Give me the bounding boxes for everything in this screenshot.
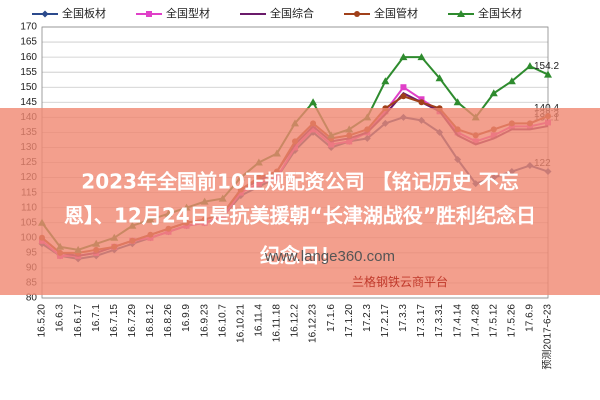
overlay-text: 2023年全国前10正规配资公司 【铭记历史 不忘 <box>81 170 518 194</box>
legend-label: 全国型材 <box>166 6 210 20</box>
point <box>457 10 465 17</box>
point <box>399 53 408 61</box>
point <box>544 70 552 78</box>
overlay-text: 纪念日！ <box>260 244 340 268</box>
point <box>381 77 390 85</box>
x-tick-label: 预测2017-6-23 <box>541 304 554 370</box>
x-tick-label: 16.6.17 <box>73 304 84 338</box>
point <box>489 89 498 97</box>
x-tick-label: 16.7.15 <box>109 304 120 338</box>
brand: 兰格钢铁云商平台 <box>352 274 448 289</box>
point <box>400 93 407 100</box>
overlay-band <box>0 108 600 295</box>
point <box>309 98 318 106</box>
x-tick-label: 16.12.23 <box>308 304 319 343</box>
x-tick-label: 17.3.31 <box>434 304 445 338</box>
point <box>453 98 462 106</box>
x-tick-label: 16.10.21 <box>235 304 246 343</box>
point <box>146 11 152 17</box>
x-tick-label: 16.12.2 <box>290 304 301 338</box>
point <box>417 53 426 61</box>
x-tick-label: 16.6.3 <box>55 304 66 332</box>
overlay-text: 恩】、12月24日是抗美援朝“长津湖战役”胜利纪念日 <box>64 204 536 228</box>
x-tick-label: 17.5.26 <box>506 304 517 338</box>
legend-label: 全国长材 <box>478 6 522 20</box>
legend-label: 全国综合 <box>270 6 314 20</box>
y-tick-label: 155 <box>20 67 37 78</box>
y-tick-label: 170 <box>20 22 37 33</box>
x-tick-label: 16.10.7 <box>217 304 228 338</box>
x-tick-label: 16.11.18 <box>272 304 283 343</box>
x-tick-label: 16.7.29 <box>127 304 138 338</box>
x-tick-label: 17.4.14 <box>452 304 463 338</box>
end-label: 154.2 <box>534 61 559 72</box>
x-tick-label: 17.2.3 <box>362 304 373 332</box>
point <box>418 96 425 103</box>
x-tick-label: 17.6.9 <box>525 304 536 332</box>
x-tick-label: 16.5.20 <box>37 304 48 338</box>
x-tick-label: 17.3.3 <box>398 304 409 332</box>
point <box>41 10 49 18</box>
point <box>400 84 407 91</box>
point <box>418 99 425 106</box>
x-tick-label: 16.8.26 <box>163 304 174 338</box>
x-tick-label: 17.2.17 <box>380 304 391 338</box>
point <box>525 62 534 70</box>
y-tick-label: 80 <box>26 293 38 304</box>
x-tick-label: 17.5.12 <box>488 304 499 338</box>
x-tick-label: 16.7.1 <box>91 304 102 332</box>
x-tick-label: 17.3.17 <box>416 304 427 338</box>
point <box>435 74 444 82</box>
x-tick-label: 16.8.12 <box>145 304 156 338</box>
x-tick-label: 17.1.20 <box>344 304 355 338</box>
legend-label: 全国板材 <box>62 6 106 20</box>
y-tick-label: 160 <box>20 52 37 63</box>
watermark: www.lange360.com <box>264 248 395 265</box>
x-tick-label: 16.11.4 <box>253 304 264 337</box>
x-tick-label: 16.9.23 <box>199 304 210 338</box>
point <box>507 77 516 85</box>
y-tick-label: 165 <box>20 37 37 48</box>
y-tick-label: 150 <box>20 82 37 93</box>
point <box>354 11 360 17</box>
y-tick-label: 145 <box>20 97 37 108</box>
x-tick-label: 17.4.28 <box>470 304 481 338</box>
legend-label: 全国管材 <box>374 6 418 20</box>
x-tick-label: 17.1.6 <box>326 304 337 332</box>
x-tick-label: 16.9.9 <box>181 304 192 332</box>
